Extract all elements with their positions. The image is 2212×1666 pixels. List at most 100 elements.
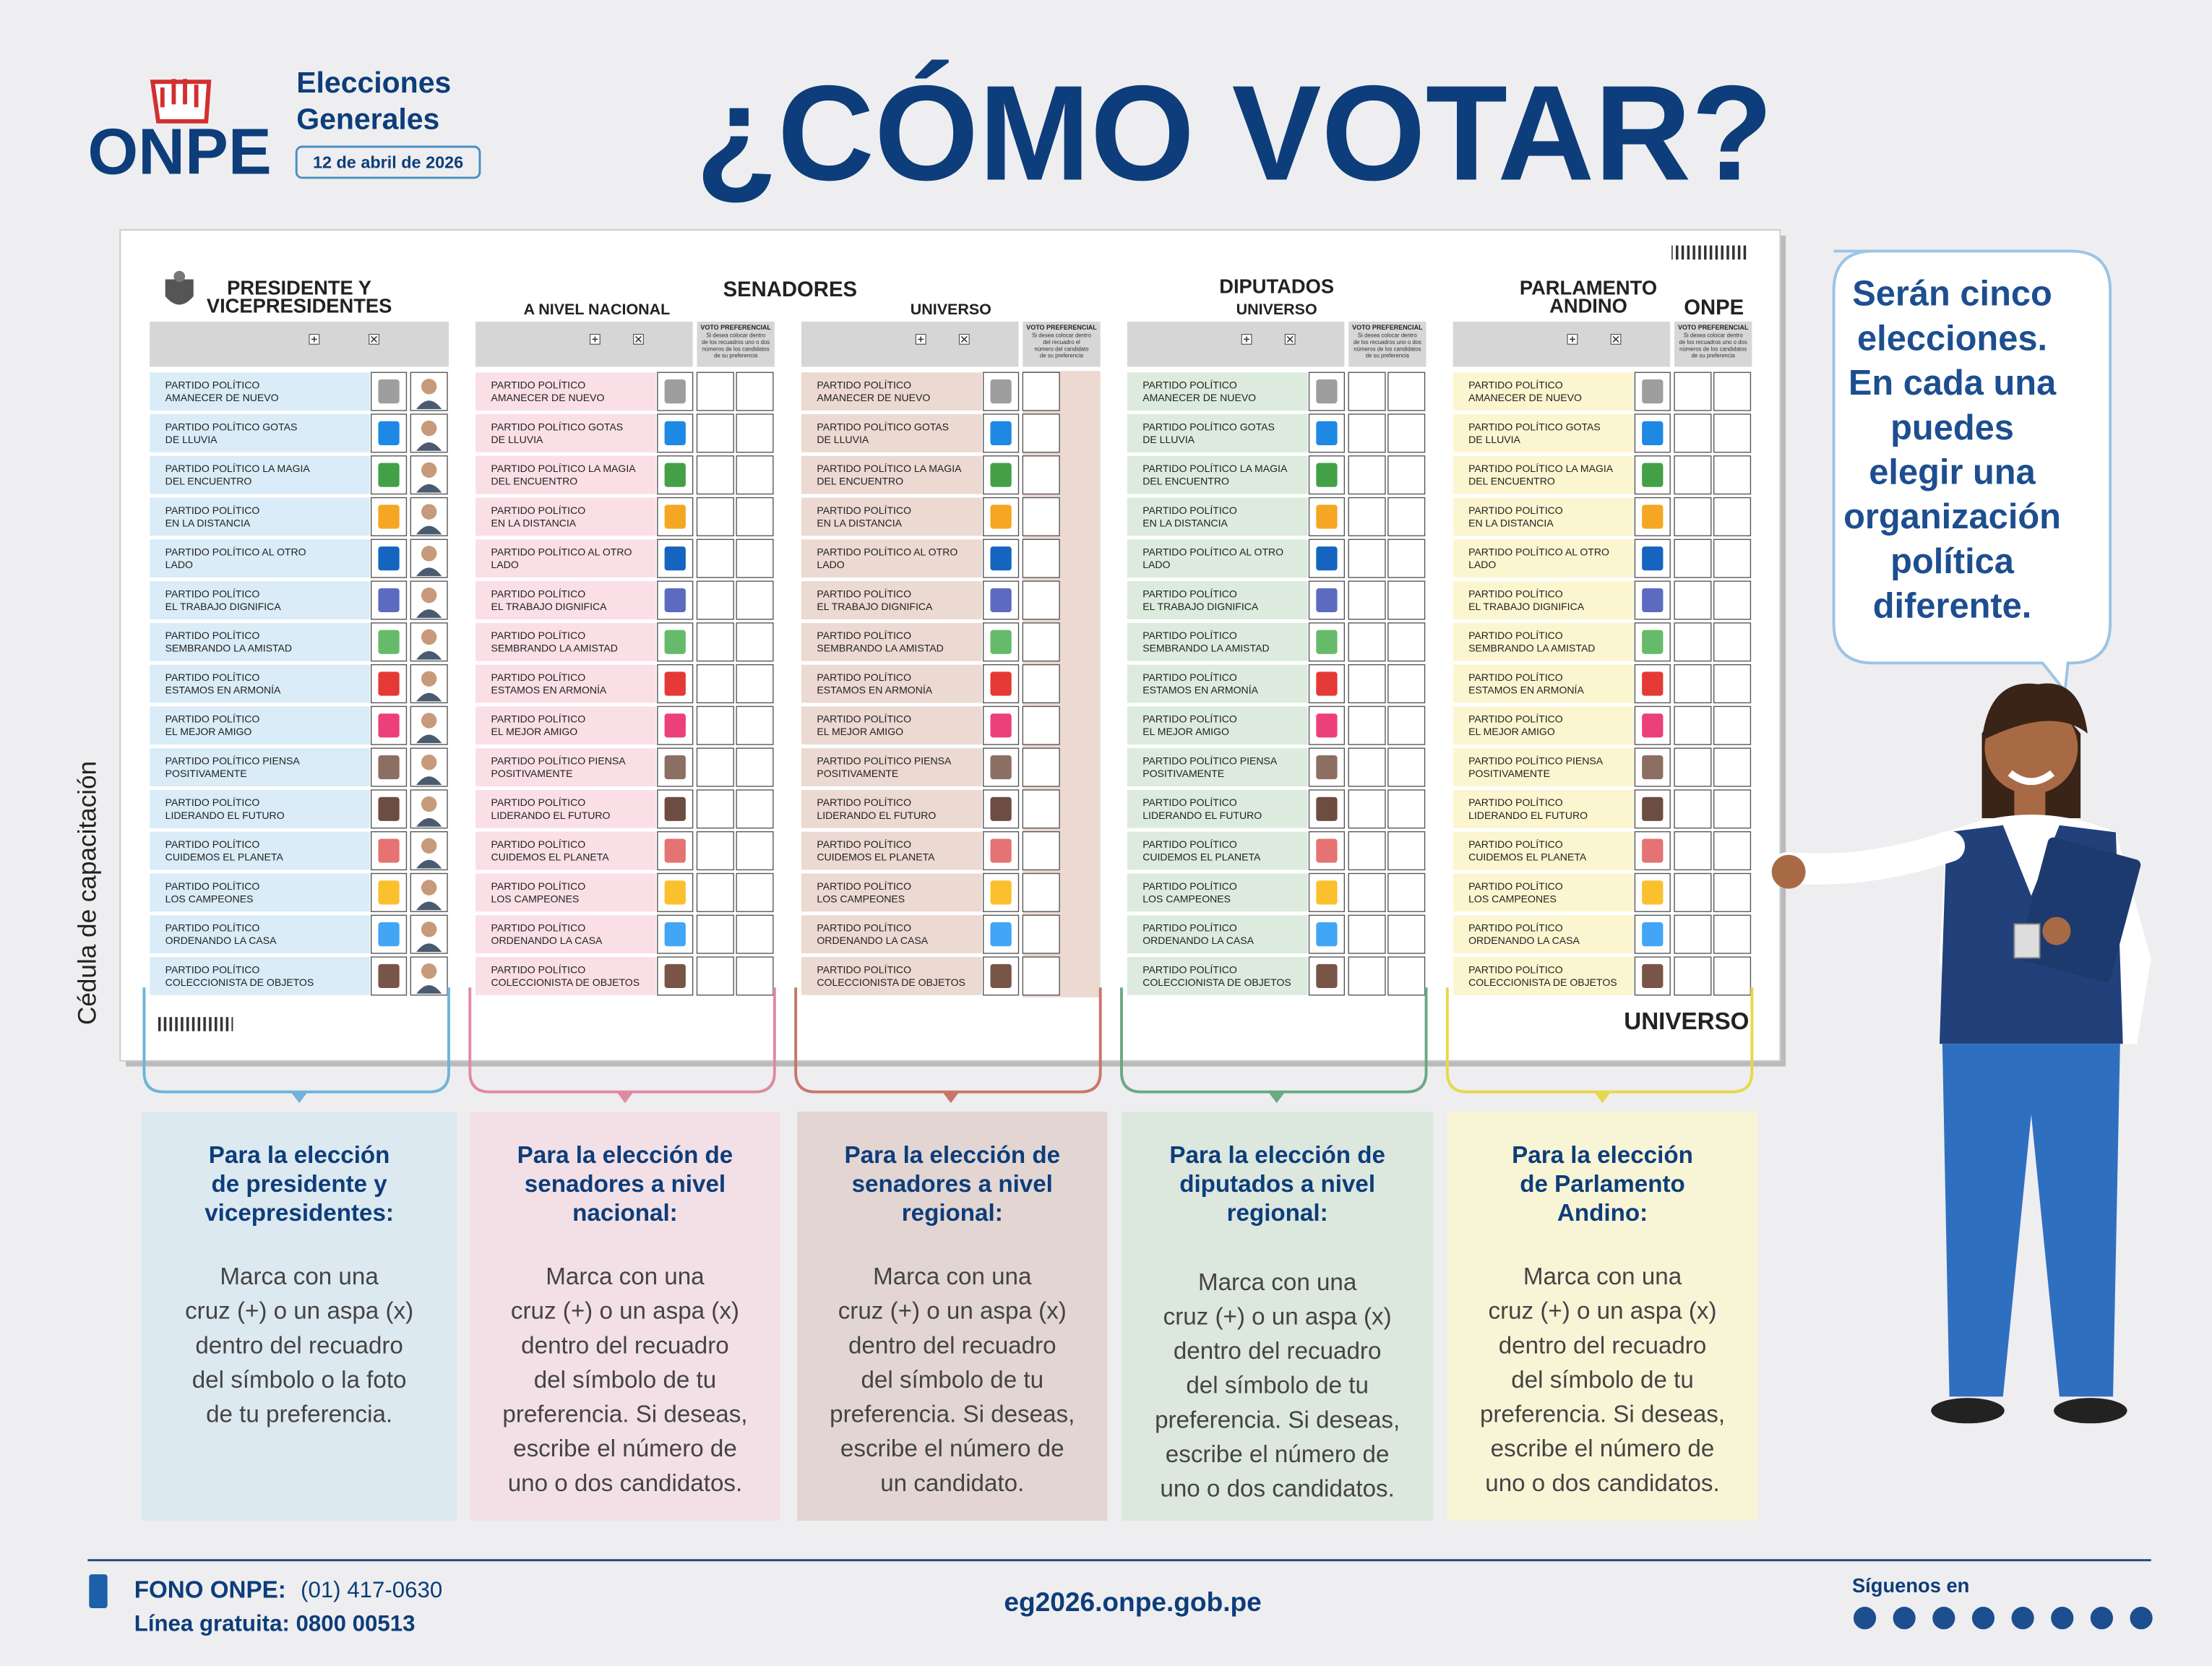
candidate-body [416,609,442,618]
party-name: PARTIDO POLÍTICO [165,796,260,808]
candidate-body [416,734,442,744]
party-symbol [664,713,686,738]
preference-box [736,664,774,704]
party-name: LADO [1142,559,1170,570]
party-symbol [1642,671,1664,696]
pref-note: números de los candidatos [1679,345,1747,352]
party-name: EL MEJOR AMIGO [165,726,252,737]
party-name: PARTIDO POLÍTICO LA MAGIA [491,463,637,474]
party-name: COLECCIONISTA DE OBJETOS [165,976,314,988]
party-name: PARTIDO POLÍTICO [817,713,911,725]
pref-note: Si desea colocar dentro [706,332,766,339]
preference-box [696,622,734,662]
party-name: PARTIDO POLÍTICO [491,963,586,975]
party-name: ESTAMOS EN ARMONÍA [817,684,932,695]
preference-box [1387,455,1426,495]
party-name: PARTIDO POLÍTICO [1468,922,1563,934]
party-cell [1453,789,1634,828]
party-name: DE LLUVIA [1468,434,1520,445]
instruction-body: del símbolo de tu [1511,1367,1694,1394]
party-name: EL TRABAJO DIGNIFICA [491,601,608,612]
pref-title: VOTO PREFERENCIAL [1026,324,1097,331]
candidate-head [421,587,437,604]
instruction-body: escribe el número de [840,1435,1064,1462]
party-name: POSITIVAMENTE [165,768,247,779]
website[interactable]: eg2026.onpe.gob.pe [1004,1586,1261,1617]
social-icons[interactable] [1853,1607,2153,1630]
party-symbol [378,463,400,487]
preference-box [1713,580,1752,620]
party-cell [1453,664,1634,703]
party-cell [475,748,656,786]
party-symbol [1642,463,1664,487]
party-name: SEMBRANDO LA AMISTAD [1142,643,1269,654]
party-symbol [664,671,686,696]
party-name: PARTIDO POLÍTICO GOTAS [491,421,624,432]
party-symbol [1316,963,1338,988]
candidate-body [416,442,442,451]
candidate-head [421,922,437,937]
party-cell [801,915,982,953]
party-name: PARTIDO POLÍTICO PIENSA [817,755,952,766]
preference-box [1387,956,1426,996]
party-symbol [664,546,686,571]
preference-box [1022,372,1060,411]
party-name: POSITIVAMENTE [1142,768,1224,779]
event-line: Elecciones [296,66,451,99]
party-symbol [990,713,1012,738]
party-symbol [664,504,686,529]
instruction-heading: Andino: [1557,1200,1648,1227]
bubble-line: En cada una [1849,364,2057,403]
party-name: COLECCIONISTA DE OBJETOS [1468,976,1617,988]
party-name: PARTIDO POLÍTICO LA MAGIA [1468,463,1614,474]
party-symbol [1316,755,1338,780]
party-symbol [990,546,1012,571]
preference-box [1387,372,1426,411]
party-symbol [378,379,400,404]
preference-box [1674,580,1712,620]
mark-sample [311,336,317,343]
preference-box [696,747,734,787]
party-name: PARTIDO POLÍTICO LA MAGIA [1142,463,1288,474]
party-symbol [378,671,400,696]
party-name: EL MEJOR AMIGO [491,726,578,737]
preference-box [696,872,734,912]
preference-box [1713,455,1752,495]
ballot-footer: UNIVERSO [1624,1008,1749,1035]
preference-box [1674,622,1712,662]
party-symbol [1642,504,1664,529]
pref-note: de los recuadros uno o dos [702,339,770,345]
preference-box [1387,914,1426,954]
party-cell [801,748,982,786]
candidate-head [421,546,437,562]
party-cell [1127,497,1308,536]
party-name: PARTIDO POLÍTICO [165,922,260,934]
party-name: PARTIDO POLÍTICO [491,838,586,850]
pref-title: VOTO PREFERENCIAL [1352,324,1423,331]
party-cell [1453,497,1634,536]
party-name: PARTIDO POLÍTICO GOTAS [1142,421,1275,432]
party-cell [801,414,982,452]
candidate-head [421,754,437,770]
pref-header [1348,321,1426,367]
candidate-head [421,462,437,478]
preference-box [1348,747,1386,787]
ballot-logo: ONPE [1684,296,1744,319]
preference-box [1022,747,1060,787]
party-name: AMANECER DE NUEVO [165,392,279,403]
instruction-body: un candidato. [880,1470,1024,1497]
ballot-subtitle: UNIVERSO [1236,301,1317,318]
party-name: ORDENANDO LA CASA [817,935,928,946]
instruction-heading: de presidente y [211,1171,387,1198]
follow-label: Síguenos en [1852,1574,1969,1597]
party-symbol [664,421,686,445]
preference-box [1022,956,1060,996]
instruction-heading: senadores a nivel [852,1171,1053,1198]
party-name: PARTIDO POLÍTICO AL OTRO [1468,546,1609,558]
party-name: SEMBRANDO LA AMISTAD [1468,643,1595,654]
candidate-head [421,420,437,437]
party-cell [1127,831,1308,870]
party-name: EL TRABAJO DIGNIFICA [165,601,282,612]
instruction-body: Marca con una [546,1263,705,1290]
party-name: EL TRABAJO DIGNIFICA [1468,601,1585,612]
